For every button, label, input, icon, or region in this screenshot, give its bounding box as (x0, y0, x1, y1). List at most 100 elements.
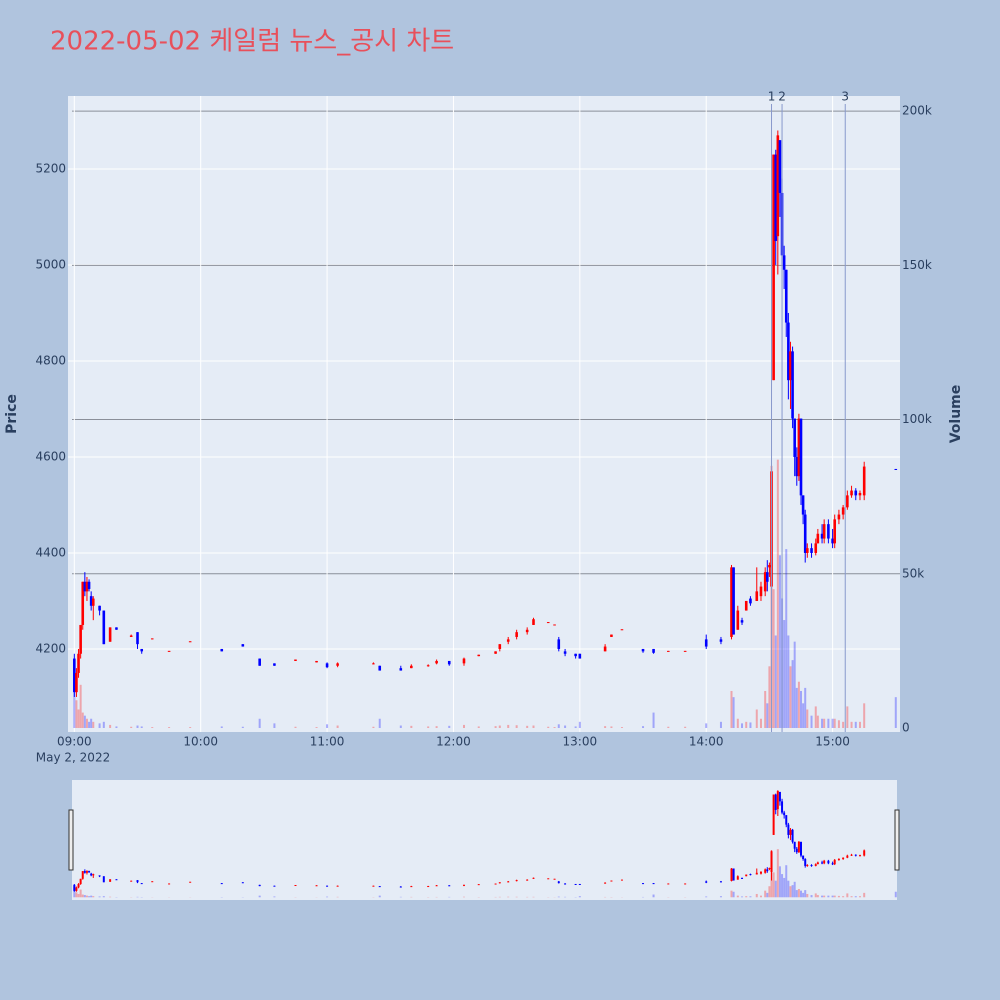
volume-bar (778, 555, 781, 728)
candle-body (108, 627, 112, 642)
volume-bar (741, 896, 744, 898)
candle-body (435, 660, 438, 664)
volume-bar (604, 726, 607, 728)
y2-tick-label: 50k (902, 566, 924, 580)
volume-bar (814, 706, 817, 728)
y-tick-label: 4600 (35, 449, 66, 463)
volume-bar (787, 635, 790, 728)
volume-bar (766, 892, 769, 898)
volume-bar (326, 896, 329, 898)
volume-bar (719, 721, 722, 728)
range-handle[interactable] (68, 809, 74, 871)
candle-body (814, 543, 818, 553)
candle-body (802, 855, 805, 860)
range-handle[interactable] (894, 809, 900, 871)
volume-bar (507, 724, 510, 728)
candle-body (827, 860, 830, 864)
candle-body (410, 665, 413, 669)
candle-body (98, 875, 101, 877)
volume-bar (759, 895, 762, 898)
candle-body (189, 881, 192, 883)
volume-bar (553, 727, 556, 728)
candle-body (782, 255, 786, 270)
candle-body (564, 883, 567, 885)
volume-bar (98, 723, 101, 728)
volume-bar (846, 893, 849, 898)
candle-body (507, 881, 510, 883)
candle-body (294, 885, 297, 887)
volume-bar (766, 703, 769, 728)
volume-bar (130, 726, 133, 728)
candle-body (220, 883, 223, 885)
candle-body (462, 884, 465, 886)
candle-body (652, 883, 655, 885)
volume-bar (220, 726, 223, 728)
candle-body (85, 581, 89, 592)
volume-bar (827, 718, 830, 728)
volume-bar (85, 718, 88, 728)
volume-bar (448, 725, 451, 728)
candle-body (109, 879, 112, 882)
volume-bar (732, 697, 735, 728)
volume-bar (273, 896, 276, 898)
candle-body (136, 632, 139, 645)
candle-body (641, 648, 645, 652)
volume-bar (241, 726, 244, 728)
candle-body (795, 848, 798, 853)
candle-body (785, 815, 788, 825)
y-tick-label: 5000 (35, 257, 66, 271)
candle-body (774, 154, 778, 241)
volume-bar (515, 725, 518, 728)
volume-bar (837, 895, 840, 898)
volume-bar (90, 718, 93, 728)
candle-body (167, 650, 171, 652)
volume-bar (764, 690, 767, 728)
volume-bar (73, 886, 76, 898)
volume-bar (557, 724, 560, 728)
candle-body (766, 572, 769, 582)
volume-bar (730, 690, 733, 728)
volume-bar (787, 880, 790, 898)
candle-body (372, 885, 375, 887)
candle-body (768, 868, 771, 870)
volume-bar (507, 896, 510, 898)
candle-body (610, 880, 613, 882)
volume-bar (435, 726, 438, 728)
volume-bar (831, 895, 834, 898)
volume-bar (705, 723, 708, 728)
candle-body (140, 883, 143, 885)
x-tick-label: 15:00 (815, 735, 850, 749)
candle-body (820, 533, 824, 539)
candle-body (547, 878, 550, 880)
candle-body (783, 812, 786, 816)
candle-body (789, 829, 792, 835)
volume-bar (736, 718, 739, 728)
candle-body (841, 507, 845, 515)
candle-body (797, 418, 801, 477)
volume-bar (823, 895, 826, 898)
candle-body (787, 322, 790, 381)
x-tick-label: 10:00 (183, 735, 218, 749)
y-tick-label: 4200 (35, 641, 66, 655)
candle-body (448, 885, 451, 887)
candle-body (744, 600, 748, 611)
candle-body (220, 648, 224, 652)
volume-bar (741, 723, 744, 728)
candle-body (850, 854, 853, 856)
chart-title: 2022-05-02 케일럼 뉴스_공시 차트 (50, 27, 454, 57)
range-slider[interactable] (72, 780, 897, 900)
candle-body (620, 629, 624, 631)
event-label: 3 (841, 90, 849, 104)
candle-body (814, 864, 817, 866)
candle-body (854, 854, 857, 856)
volume-bar (151, 727, 154, 728)
candle-body (772, 794, 775, 835)
candle-body (410, 886, 413, 888)
candle-body (740, 620, 744, 623)
candle-body (532, 619, 535, 625)
candle-body (532, 877, 535, 879)
candle-body (793, 418, 796, 457)
candle-body (846, 495, 849, 508)
volume-bar (854, 721, 857, 728)
